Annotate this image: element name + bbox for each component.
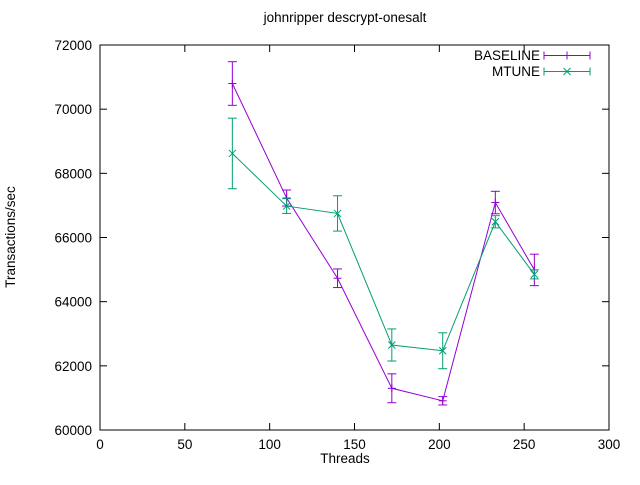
mtune-line <box>231 153 535 352</box>
y-tick-label: 62000 <box>54 359 92 374</box>
data-point-marker <box>228 149 237 158</box>
x-tick-label: 50 <box>177 437 192 452</box>
legend-sample-mtune <box>543 67 591 76</box>
legend: BASELINE MTUNE <box>474 48 591 79</box>
data-point-marker <box>491 217 500 226</box>
x-tick-label: 0 <box>96 437 104 452</box>
baseline-line <box>231 83 535 402</box>
legend-sample-baseline <box>543 51 591 60</box>
x-axis-label: Threads <box>320 451 370 466</box>
data-point-marker <box>282 202 291 210</box>
x-tick-label: 250 <box>513 437 536 452</box>
legend-label-baseline: BASELINE <box>474 48 540 63</box>
y-tick-label: 68000 <box>54 166 92 181</box>
x-tick-label: 200 <box>428 437 451 452</box>
x-tick-label: 150 <box>343 437 366 452</box>
legend-label-mtune: MTUNE <box>492 64 540 79</box>
plot-border <box>99 44 610 431</box>
chart-title: johnripper descrypt-onesalt <box>263 10 427 25</box>
plot-area: 0 50 100 150 200 250 300 60000 62000 64000 66000 68… <box>54 38 620 452</box>
x-tick-label: 300 <box>598 437 621 452</box>
y-tick-label: 66000 <box>54 231 92 246</box>
data-point-marker <box>563 67 571 76</box>
data-point-marker <box>438 346 447 355</box>
y-tick-label: 70000 <box>54 102 92 117</box>
x-tick-label: 100 <box>258 437 281 452</box>
mtune-series <box>227 117 539 370</box>
y-axis-label: Transactions/sec <box>3 186 18 288</box>
y-tick-label: 72000 <box>54 38 92 53</box>
y-tick-label: 64000 <box>54 295 92 310</box>
y-tick-label: 60000 <box>54 423 92 438</box>
data-point-marker <box>333 209 342 218</box>
data-point-marker <box>387 341 396 349</box>
baseline-series <box>227 61 539 406</box>
data-point-marker <box>530 270 539 279</box>
